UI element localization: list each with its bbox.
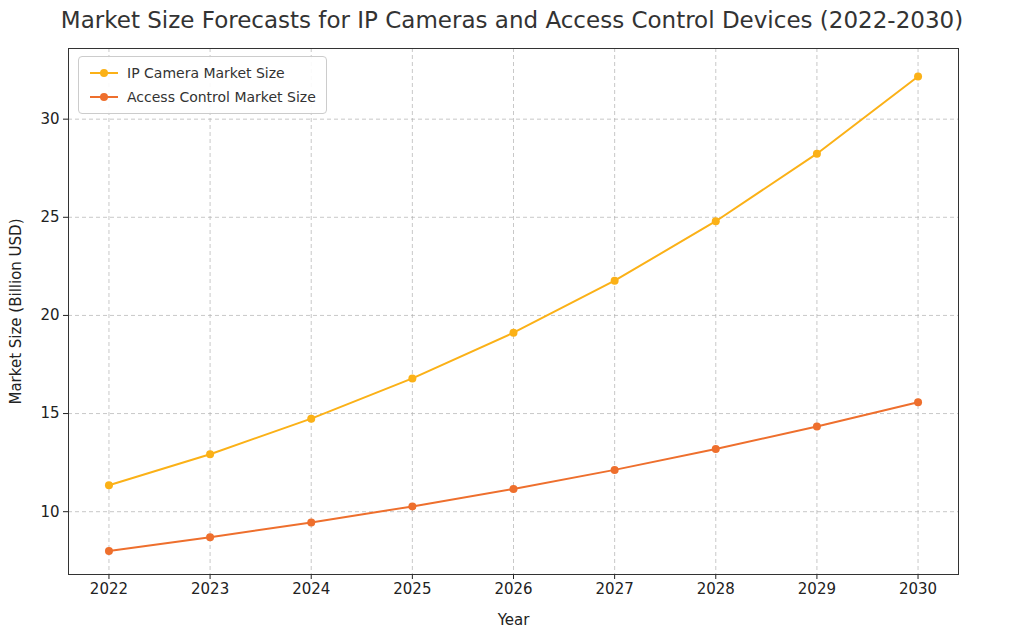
svg-text:2023: 2023: [191, 580, 229, 598]
svg-text:10: 10: [40, 502, 59, 520]
svg-text:2025: 2025: [393, 580, 431, 598]
svg-text:2029: 2029: [798, 580, 836, 598]
svg-text:30: 30: [40, 110, 59, 128]
svg-text:2027: 2027: [596, 580, 634, 598]
svg-text:25: 25: [40, 208, 59, 226]
svg-text:2026: 2026: [494, 580, 532, 598]
svg-text:Year: Year: [497, 611, 531, 629]
svg-text:2024: 2024: [292, 580, 330, 598]
html-text:IP Camera Market Size: IP Camera Market Size: [127, 65, 285, 81]
svg-text:2022: 2022: [90, 580, 128, 598]
svg-text:Market Size (Billion USD): Market Size (Billion USD): [7, 218, 25, 404]
svg-text:20: 20: [40, 306, 59, 324]
html-text:Market Size Forecasts for IP C: Market Size Forecasts for IP Cameras and…: [60, 7, 964, 33]
svg-text:2030: 2030: [899, 580, 937, 598]
html-text:Access Control Market Size: Access Control Market Size: [127, 89, 316, 105]
svg-text:2028: 2028: [697, 580, 735, 598]
svg-text:15: 15: [40, 404, 59, 422]
